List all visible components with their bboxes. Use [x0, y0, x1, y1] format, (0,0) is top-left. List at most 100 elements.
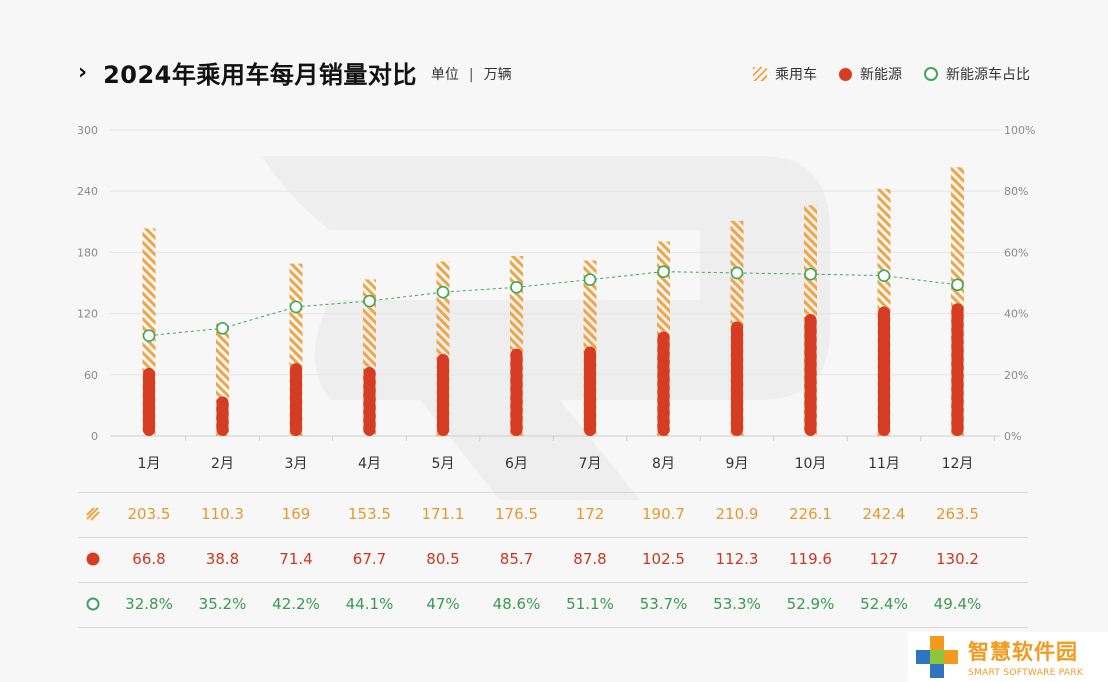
ratio-point [363, 294, 376, 308]
table-cell-nev: 85.7 [499, 550, 534, 568]
header: › 2024年乘用车每月销量对比 单位 | 万辆 [78, 52, 512, 92]
y-tick-label: 0 [91, 430, 98, 443]
y2-tick-label: 40% [1004, 308, 1028, 321]
legend-label-total: 乘用车 [775, 67, 817, 83]
table-cell-nev: 67.7 [352, 550, 387, 568]
table-cell-total: 110.3 [201, 505, 244, 523]
table-cell-nev: 112.3 [715, 550, 759, 568]
table-cell-total: 153.5 [348, 505, 391, 523]
y2-tick-label: 80% [1004, 185, 1028, 198]
ratio-point [657, 265, 670, 278]
legend: 乘用车 新能源 新能源车占比 [753, 64, 1030, 84]
table-cell-ratio: 44.1% [345, 595, 394, 613]
y-tick-label: 60 [84, 369, 98, 382]
data-table: 203.5 110.3 169 153.5 171.1 176.5 172 190.7 210.… [78, 492, 1028, 628]
ratio-point [216, 321, 229, 335]
table-cell-ratio: 53.3% [713, 595, 761, 613]
table-cell-total: 226.1 [789, 505, 832, 523]
table-cell-nev: 80.5 [426, 550, 460, 568]
logo-text-en: SMART SOFTWARE PARK [968, 668, 1084, 678]
x-tick-label: 3月 [285, 456, 308, 472]
logo-text-cn: 智慧软件园 [968, 640, 1078, 664]
ratio-polyline [148, 271, 958, 337]
ratio-point [583, 273, 597, 286]
table-cell-total: 172 [575, 505, 605, 523]
hatch-swatch-icon [753, 67, 767, 81]
table-cell-ratio: 52.9% [786, 595, 835, 613]
table-cell-ratio: 51.1% [566, 595, 614, 613]
bar-nev [951, 303, 964, 436]
series-ratio-line [142, 265, 964, 342]
y-tick-label: 240 [77, 185, 98, 198]
ratio-point [877, 269, 891, 282]
table-cell-total: 176.5 [495, 505, 538, 523]
ratio-point [436, 285, 450, 299]
y2-tick-label: 20% [1004, 369, 1028, 382]
table-cell-nev: 66.8 [132, 550, 166, 568]
chart-title: 2024年乘用车每月销量对比 [103, 60, 417, 89]
x-axis: 1月 2月 3月 4月 5月 6月 7月 8月 9月 10月 11月 12月 [138, 436, 995, 472]
table-cell-total: 203.5 [127, 505, 171, 523]
x-tick-label: 4月 [358, 456, 381, 472]
bar-nev [143, 367, 155, 436]
bar-nev [804, 314, 817, 436]
table-cell-ratio: 52.4% [860, 595, 908, 613]
table-cell-total: 169 [281, 505, 311, 523]
x-tick-label: 8月 [652, 456, 675, 472]
y-axis-left: 0 60 120 180 240 300 [77, 124, 98, 443]
ratio-point [289, 300, 303, 314]
x-tick-label: 10月 [795, 456, 827, 472]
legend-item-nev: 新能源 [839, 64, 902, 84]
table-row-total: 203.5 110.3 169 153.5 171.1 176.5 172 190.7 210.… [78, 492, 1028, 537]
y2-tick-label: 100% [1004, 124, 1035, 137]
bar-nev [216, 396, 229, 436]
table-cell-nev: 127 [869, 550, 899, 568]
bar-nev [657, 331, 670, 436]
table-cell-nev: 71.4 [279, 550, 313, 568]
table-cell-nev: 130.2 [936, 550, 979, 568]
x-tick-label: 6月 [505, 456, 528, 472]
x-tick-label: 12月 [942, 456, 974, 472]
y-tick-label: 300 [77, 124, 98, 137]
table-cell-total: 263.5 [936, 505, 979, 523]
bar-nev [731, 321, 743, 436]
table-cell-ratio: 35.2% [198, 595, 247, 613]
y2-tick-label: 0% [1004, 430, 1021, 443]
table-cell-total: 242.4 [862, 505, 906, 523]
table-cell-nev: 102.5 [642, 550, 685, 568]
unit-value: 万辆 [483, 67, 512, 83]
table-cell-nev: 87.8 [573, 550, 607, 568]
table-row-ratio: 32.8% 35.2% 42.2% 44.1% 47% 48.6% 51.1% 53.7% 53… [78, 582, 1028, 628]
unit-label-text: 单位 [430, 67, 459, 83]
x-tick-label: 11月 [868, 456, 900, 472]
table-cell-nev: 119.6 [789, 550, 832, 568]
ratio-point [730, 266, 744, 280]
series-nev-bars [143, 303, 964, 436]
y-axis-right: 0% 20% 40% 60% 80% 100% [1004, 124, 1035, 443]
ratio-point [510, 280, 523, 294]
legend-item-total: 乘用车 [753, 64, 817, 84]
table-cell-ratio: 48.6% [492, 595, 541, 613]
y-tick-label: 180 [77, 246, 98, 259]
table-cell-ratio: 47% [426, 595, 460, 613]
x-tick-label: 7月 [579, 456, 602, 472]
legend-label-nev: 新能源 [860, 67, 902, 83]
unit-label: 单位 | 万辆 [431, 64, 512, 84]
bar-nev [437, 353, 449, 436]
ratio-point [142, 329, 156, 342]
ratio-point [951, 278, 964, 292]
gridlines [110, 129, 1000, 437]
bar-nev [363, 366, 376, 436]
legend-item-ratio: 新能源车占比 [924, 64, 1030, 84]
table-cell-ratio: 42.2% [272, 595, 320, 613]
bar-nev [290, 363, 302, 436]
x-tick-label: 5月 [432, 456, 455, 472]
ratio-point [804, 267, 817, 281]
y-tick-label: 120 [77, 308, 98, 321]
unit-separator: | [468, 67, 474, 83]
ring-dot-icon [86, 597, 100, 611]
chevron-right-icon: › [78, 59, 88, 85]
watermark-shape [262, 156, 830, 500]
